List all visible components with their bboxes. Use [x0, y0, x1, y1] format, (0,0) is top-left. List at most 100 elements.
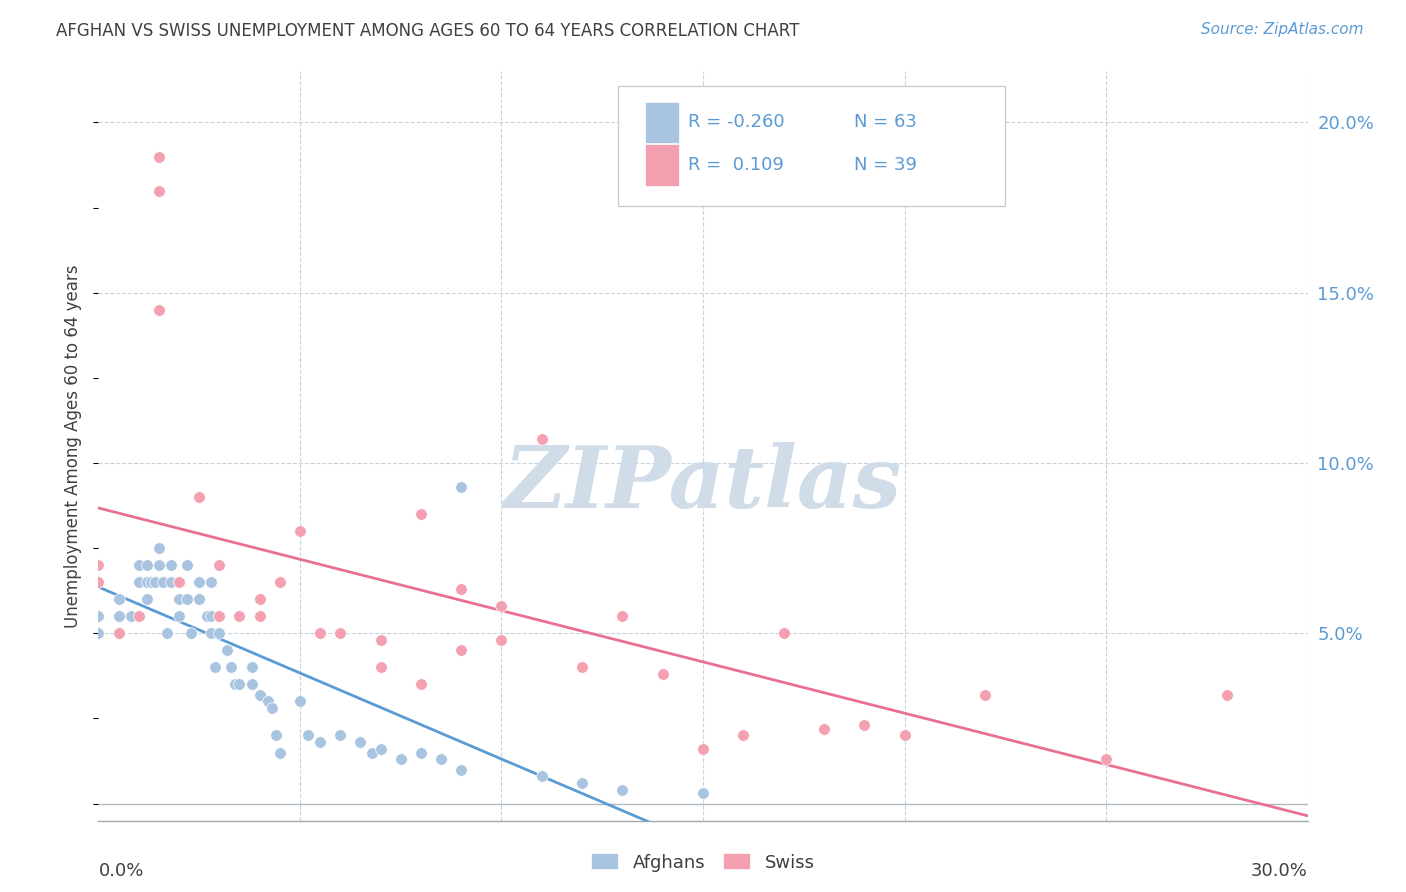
Point: [612, 609, 634, 624]
Point: [87, 575, 110, 590]
Point: [329, 729, 352, 743]
Point: [329, 626, 352, 640]
Text: R = -0.260: R = -0.260: [689, 113, 785, 131]
Point: [176, 592, 198, 607]
FancyBboxPatch shape: [645, 102, 679, 143]
Point: [87, 626, 110, 640]
Point: [208, 609, 231, 624]
Point: [167, 592, 190, 607]
Point: [264, 729, 287, 743]
Point: [128, 558, 150, 573]
Point: [224, 677, 246, 691]
Point: [309, 735, 332, 749]
Point: [269, 746, 291, 760]
Point: [228, 677, 250, 691]
Point: [200, 609, 222, 624]
Point: [188, 490, 211, 504]
Point: [200, 626, 222, 640]
Point: [249, 688, 271, 702]
Text: 30.0%: 30.0%: [1251, 862, 1308, 880]
Point: [772, 626, 794, 640]
Point: [409, 507, 432, 521]
Point: [128, 558, 150, 573]
Point: [361, 746, 384, 760]
FancyBboxPatch shape: [619, 87, 1005, 206]
Point: [370, 742, 392, 756]
Point: [853, 718, 876, 732]
Point: [450, 643, 472, 657]
Point: [297, 729, 319, 743]
Point: [107, 592, 129, 607]
Point: [692, 786, 714, 800]
Point: [167, 609, 190, 624]
Point: [107, 626, 129, 640]
Point: [651, 667, 673, 681]
Point: [571, 776, 593, 790]
Point: [288, 524, 311, 538]
Point: [450, 480, 472, 494]
Point: [148, 302, 170, 317]
Point: [200, 575, 222, 590]
Point: [107, 626, 129, 640]
Point: [974, 688, 997, 702]
Point: [288, 694, 311, 708]
Point: [249, 609, 271, 624]
Point: [87, 558, 110, 573]
Point: [160, 558, 183, 573]
FancyBboxPatch shape: [645, 145, 679, 186]
Point: [195, 609, 218, 624]
Text: 0.0%: 0.0%: [98, 862, 143, 880]
Point: [167, 575, 190, 590]
Point: [208, 626, 231, 640]
Legend: Afghans, Swiss: Afghans, Swiss: [591, 854, 815, 871]
Text: N = 39: N = 39: [855, 156, 917, 174]
Point: [135, 592, 157, 607]
Point: [450, 763, 472, 777]
Point: [409, 677, 432, 691]
Point: [120, 609, 142, 624]
Point: [180, 626, 202, 640]
Point: [256, 694, 278, 708]
Point: [1095, 752, 1118, 766]
Point: [188, 592, 211, 607]
Point: [260, 701, 283, 715]
Point: [571, 660, 593, 674]
Point: [107, 609, 129, 624]
Point: [249, 592, 271, 607]
Point: [530, 432, 553, 446]
Point: [176, 558, 198, 573]
Point: [128, 609, 150, 624]
Point: [612, 783, 634, 797]
Point: [221, 660, 243, 674]
Point: [1216, 688, 1239, 702]
Text: R =  0.109: R = 0.109: [689, 156, 785, 174]
Point: [156, 626, 179, 640]
Point: [188, 575, 211, 590]
Point: [269, 575, 291, 590]
Text: N = 63: N = 63: [855, 113, 917, 131]
Text: AFGHAN VS SWISS UNEMPLOYMENT AMONG AGES 60 TO 64 YEARS CORRELATION CHART: AFGHAN VS SWISS UNEMPLOYMENT AMONG AGES …: [56, 22, 800, 40]
Point: [733, 729, 755, 743]
Point: [491, 633, 513, 648]
Point: [208, 558, 231, 573]
Point: [128, 575, 150, 590]
Point: [135, 575, 157, 590]
Point: [148, 558, 170, 573]
Point: [204, 660, 226, 674]
Point: [208, 609, 231, 624]
Point: [167, 575, 190, 590]
Point: [217, 643, 239, 657]
Point: [240, 660, 263, 674]
Point: [228, 609, 250, 624]
Point: [450, 582, 472, 596]
Point: [430, 752, 453, 766]
Point: [309, 626, 332, 640]
Text: Source: ZipAtlas.com: Source: ZipAtlas.com: [1201, 22, 1364, 37]
Point: [813, 722, 835, 736]
Point: [148, 184, 170, 198]
Point: [370, 633, 392, 648]
Point: [135, 558, 157, 573]
Point: [349, 735, 371, 749]
Point: [491, 599, 513, 613]
Point: [893, 729, 915, 743]
